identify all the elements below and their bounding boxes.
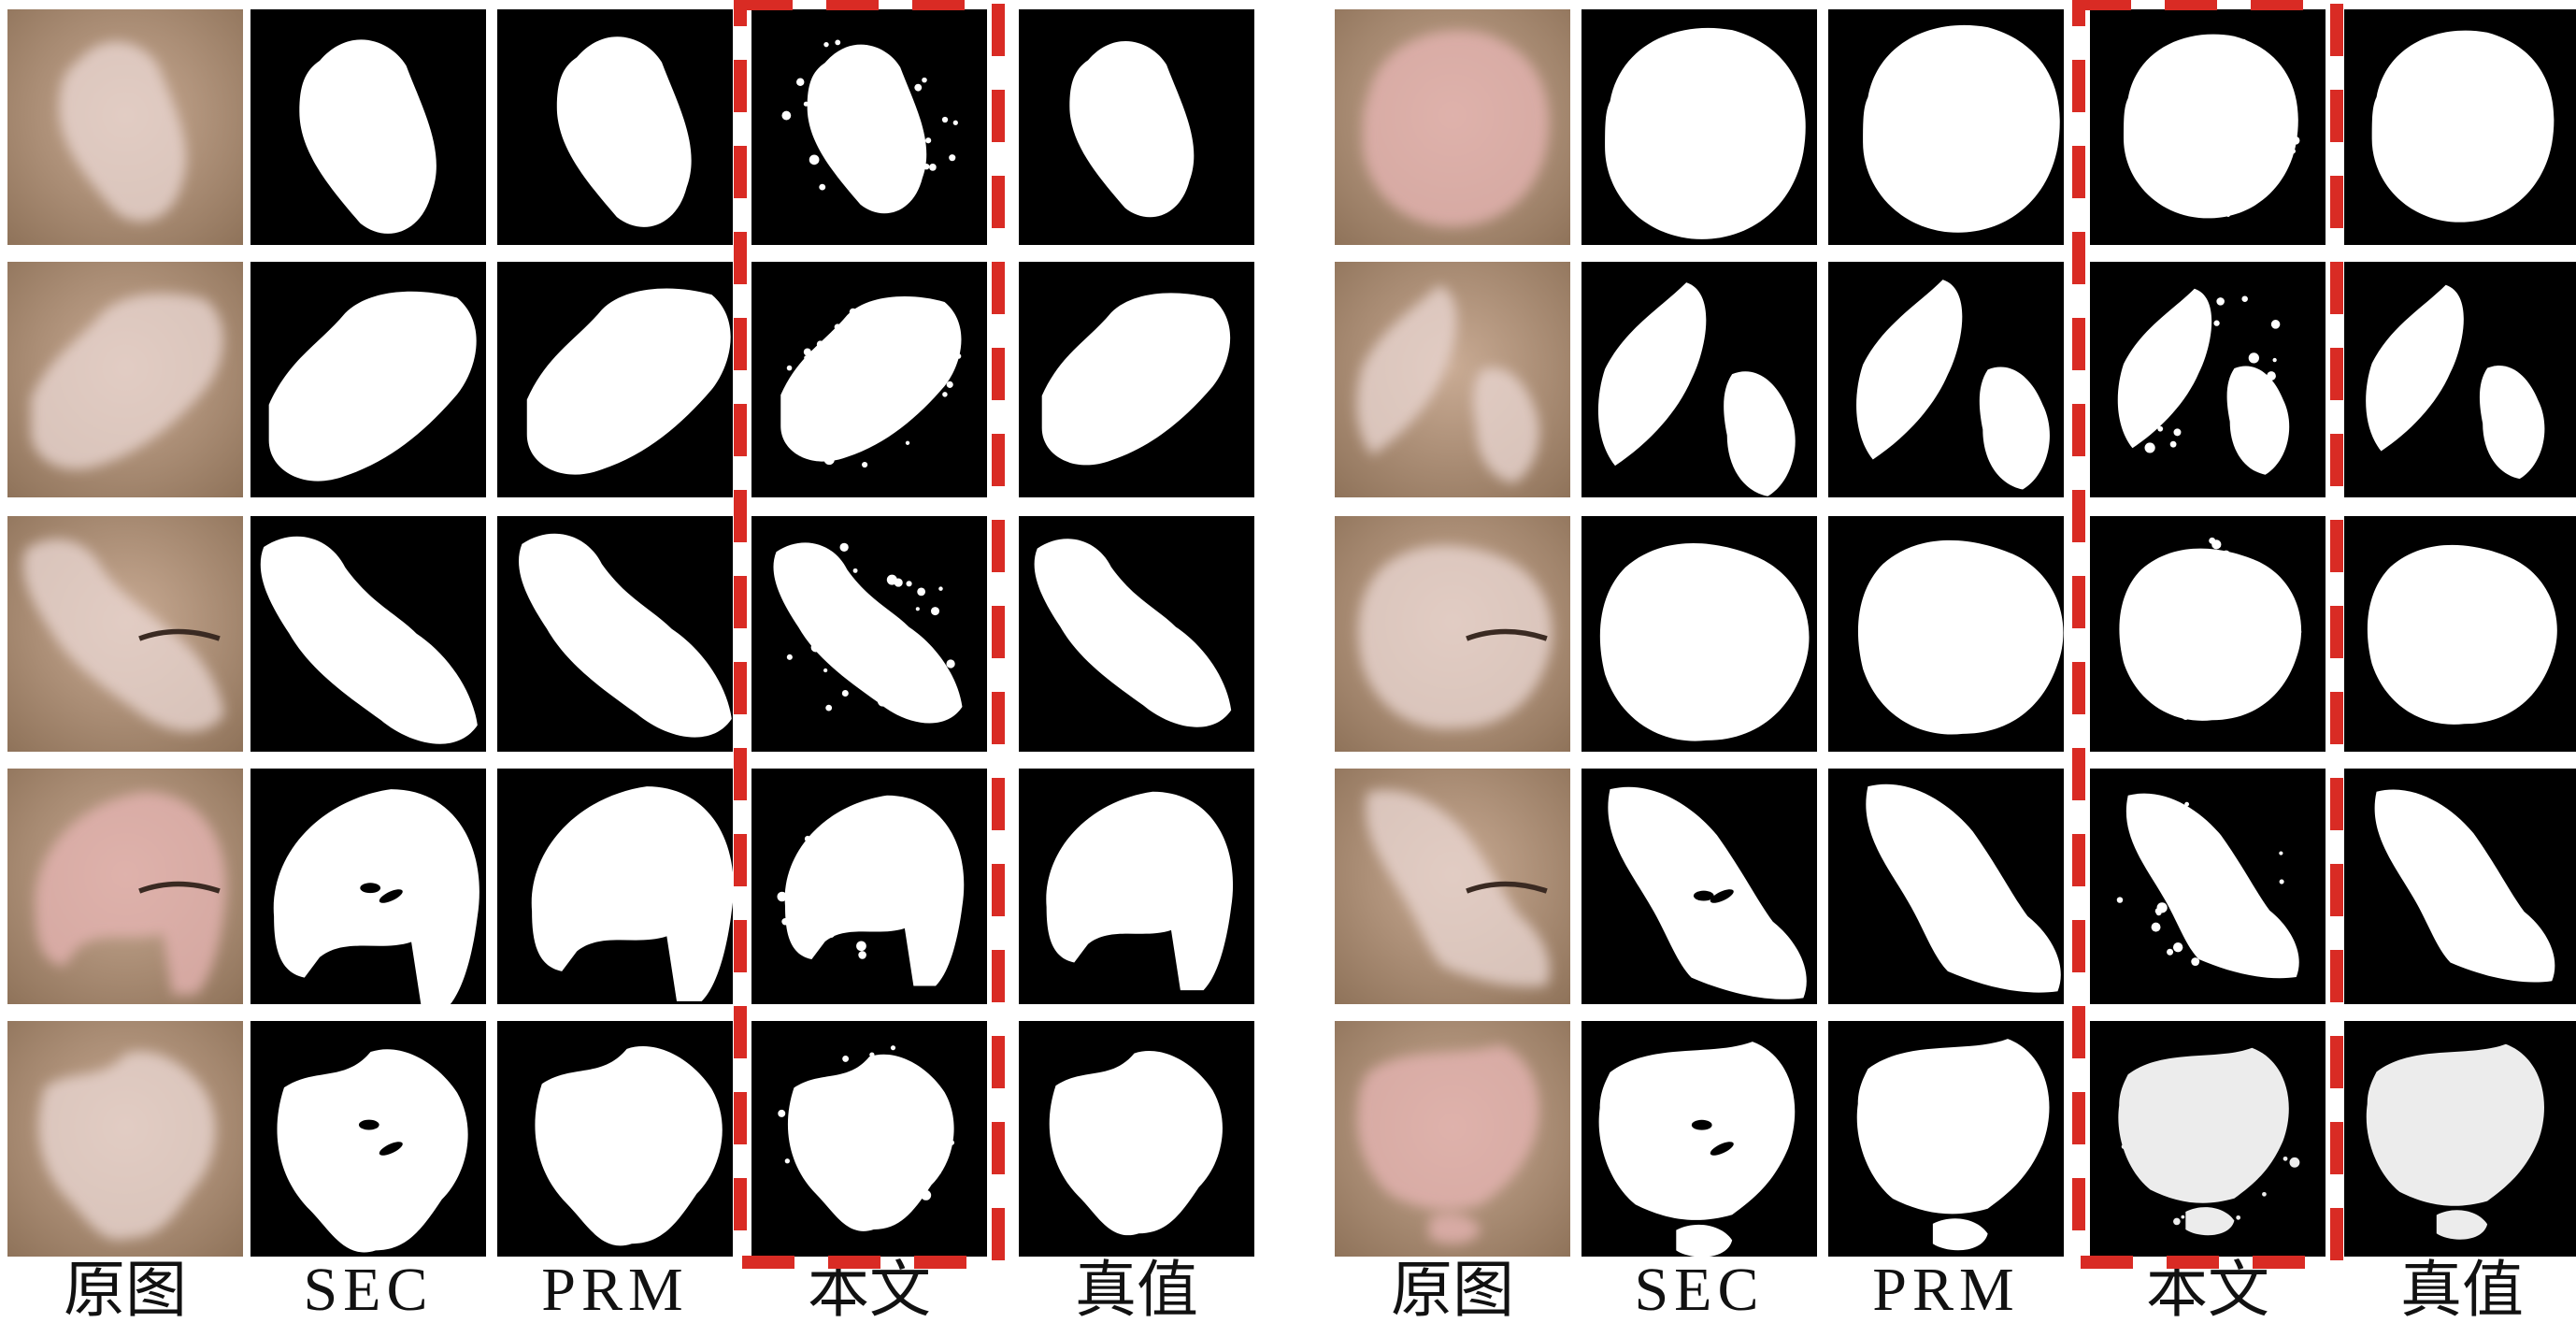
column-label-sec: SEC: [1634, 1256, 1765, 1324]
ours-mask-row-2: [751, 262, 987, 497]
sec-mask-row-3: [1581, 516, 1817, 752]
ground-truth-mask-row-1: [1019, 9, 1254, 245]
prm-mask-row-2: [1828, 262, 2064, 497]
prm-mask-row-5: [497, 1021, 733, 1257]
column-label-gt: 真值: [1075, 1254, 1198, 1326]
ground-truth-mask-row-5: [2344, 1021, 2576, 1257]
sec-mask-row-5: [250, 1021, 486, 1257]
column-label-ours: 本文: [2146, 1254, 2269, 1326]
prm-mask-row-5: [1828, 1021, 2064, 1257]
ours-mask-row-3: [751, 516, 987, 752]
skin-photo-eyelid-lesion: [7, 516, 243, 752]
ground-truth-mask-row-2: [1019, 262, 1254, 497]
prm-mask-row-3: [497, 516, 733, 752]
prm-mask-row-2: [497, 262, 733, 497]
ours-mask-row-3: [2090, 516, 2326, 752]
skin-photo-patchy-skin-lesion: [7, 1021, 243, 1257]
ground-truth-mask-row-1: [2344, 9, 2576, 245]
sec-mask-row-3: [250, 516, 486, 752]
skin-photo-eye-corner-lesion: [7, 262, 243, 497]
ground-truth-mask-row-3: [2344, 516, 2576, 752]
ground-truth-mask-row-3: [1019, 516, 1254, 752]
skin-photo-round-white-lesion: [1335, 516, 1570, 752]
skin-photo-forehead-lesion: [7, 9, 243, 245]
prm-mask-row-1: [1828, 9, 2064, 245]
prm-mask-row-4: [1828, 769, 2064, 1004]
column-label-prm: PRM: [541, 1256, 689, 1324]
sec-mask-row-2: [250, 262, 486, 497]
skin-photo-jaw-lesion: [1335, 262, 1570, 497]
column-label-orig: 原图: [64, 1254, 187, 1326]
sec-mask-row-2: [1581, 262, 1817, 497]
ground-truth-mask-row-2: [2344, 262, 2576, 497]
ours-mask-row-5: [751, 1021, 987, 1257]
skin-photo-cheek-pink-lesion: [1335, 9, 1570, 245]
ground-truth-mask-row-4: [1019, 769, 1254, 1004]
skin-photo-diagonal-lesion: [1335, 769, 1570, 1004]
ours-mask-row-2: [2090, 262, 2326, 497]
skin-photo-closed-eye-lesion: [7, 769, 243, 1004]
ground-truth-mask-row-4: [2344, 769, 2576, 1004]
ours-mask-row-5: [2090, 1021, 2326, 1257]
ours-mask-row-4: [751, 769, 987, 1004]
sec-mask-row-1: [1581, 9, 1817, 245]
ours-mask-row-1: [2090, 9, 2326, 245]
column-label-orig: 原图: [1391, 1254, 1514, 1326]
prm-mask-row-1: [497, 9, 733, 245]
column-label-ours: 本文: [808, 1254, 931, 1326]
ours-mask-row-1: [751, 9, 987, 245]
sec-mask-row-5: [1581, 1021, 1817, 1257]
sec-mask-row-1: [250, 9, 486, 245]
prm-mask-row-4: [497, 769, 733, 1004]
skin-photo-spotted-lesion: [1335, 1021, 1570, 1257]
sec-mask-row-4: [250, 769, 486, 1004]
column-label-gt: 真值: [2400, 1254, 2524, 1326]
column-label-sec: SEC: [303, 1256, 434, 1324]
column-label-prm: PRM: [1872, 1256, 2020, 1324]
ours-mask-row-4: [2090, 769, 2326, 1004]
ground-truth-mask-row-5: [1019, 1021, 1254, 1257]
sec-mask-row-4: [1581, 769, 1817, 1004]
prm-mask-row-3: [1828, 516, 2064, 752]
